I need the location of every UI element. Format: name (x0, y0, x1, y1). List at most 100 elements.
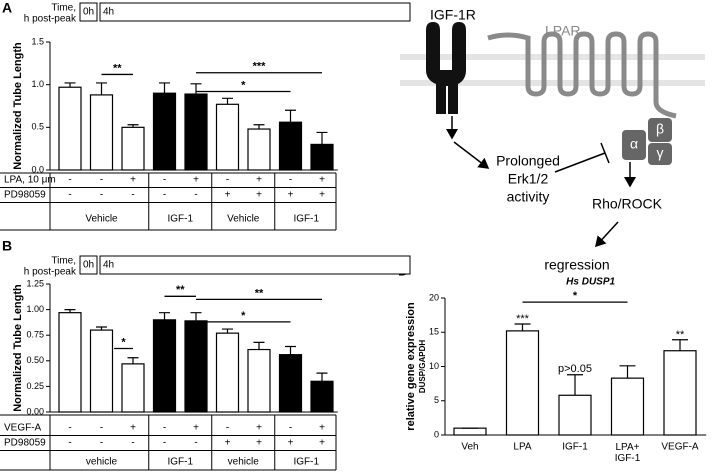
row-value: - (68, 175, 71, 186)
bar (610, 377, 645, 436)
row-value: - (289, 175, 292, 186)
arrow (453, 141, 490, 169)
regression-label: regression (544, 257, 609, 273)
row-value: - (289, 423, 292, 434)
bar (58, 312, 82, 413)
row-value: + (288, 190, 294, 201)
lpar-label: LPAR (545, 23, 581, 39)
bar (215, 332, 240, 413)
y-axis-label: Normalized Tube Length (12, 284, 24, 412)
inhibition-bar (600, 142, 610, 164)
y-tick-label: 15 (429, 327, 439, 337)
error-bar (567, 374, 583, 396)
time-box-label: 0h (83, 260, 94, 271)
row-value: - (194, 190, 197, 201)
x-tick-label: Veh (461, 442, 478, 453)
time-label: h post-peak (24, 267, 77, 278)
error-bar (64, 82, 76, 88)
error-bar (285, 109, 296, 123)
row-value: + (256, 423, 262, 434)
row-label: PD98059 (4, 438, 46, 449)
annotation: * (241, 79, 246, 91)
time-box-label: 4h (103, 7, 114, 18)
g-beta (648, 118, 672, 142)
bar (453, 427, 487, 436)
row-value: + (225, 190, 231, 201)
group-label: IGF-1 (167, 214, 193, 225)
group-label: IGF-1 (293, 214, 319, 225)
row-value: + (319, 175, 325, 186)
erk-label: Erk1/2 (508, 171, 549, 187)
y-tick-label: 0.75 (26, 330, 44, 340)
erk-label: Prolonged (496, 153, 560, 169)
rho-label: Rho/ROCK (592, 196, 663, 212)
group-label: vehicle (228, 457, 260, 468)
row-value: - (68, 438, 71, 449)
row-value: + (256, 175, 262, 186)
row-label: LPA, 10 μm (4, 175, 56, 186)
time-label: Time, (51, 256, 76, 267)
y-tick-label: 1.0 (31, 79, 44, 89)
erk-label: activity (507, 189, 550, 205)
row-value: + (319, 190, 325, 201)
row-value: - (226, 175, 229, 186)
group-label: IGF-1 (293, 457, 319, 468)
membrane (400, 80, 705, 86)
error-bar (127, 124, 139, 128)
error-bar (159, 312, 170, 320)
x-tick-label: IGF-1 (562, 442, 588, 453)
y-tick-label: 0 (434, 429, 439, 439)
time-box (79, 2, 98, 22)
time-box-label: 4h (103, 260, 114, 271)
annotation: ** (113, 62, 122, 74)
panel-label: B (2, 238, 12, 254)
bar (152, 92, 177, 171)
annotation: ** (176, 284, 185, 296)
y-tick-label: 10 (429, 361, 439, 371)
row-value: - (226, 423, 229, 434)
arrow (594, 221, 619, 248)
error-bar (316, 372, 328, 382)
bar (152, 319, 177, 413)
row-label: PD98059 (4, 190, 46, 201)
lpar-receptor (487, 31, 677, 119)
row-value: - (163, 175, 166, 186)
row-value: + (130, 423, 136, 434)
bar (247, 348, 271, 413)
bar (663, 350, 697, 436)
row-label: VEGF-A (4, 423, 42, 434)
y-tick-label: 0.00 (26, 406, 44, 416)
time-box-label: 0h (83, 7, 94, 18)
row-value: - (163, 190, 166, 201)
annotation: ** (255, 287, 264, 299)
bar (505, 330, 540, 436)
bar (278, 121, 303, 171)
bar (184, 320, 208, 413)
row-value: + (225, 438, 231, 449)
row-value: - (194, 438, 197, 449)
error-bar (316, 131, 328, 145)
annotation: ** (676, 329, 685, 341)
row-value: + (256, 190, 262, 201)
row-value: - (100, 438, 103, 449)
bar (215, 103, 240, 171)
inhibition (554, 152, 606, 173)
y-tick-label: 0.0 (31, 164, 44, 174)
row-value: - (100, 190, 103, 201)
row-value: - (68, 190, 71, 201)
diagram: IGF-1R LPAR α β γ Prolonged Erk1/2 activ… (400, 7, 705, 273)
error-bar (96, 82, 107, 95)
bar (247, 128, 271, 171)
row-value: + (256, 438, 262, 449)
error-bar (253, 124, 265, 130)
y-tick-label: 1.5 (31, 36, 44, 46)
time-label: Time, (51, 3, 76, 14)
group-label: Vehicle (85, 214, 118, 225)
row-value: - (131, 190, 134, 201)
error-bar (127, 357, 139, 364)
bar (89, 329, 114, 413)
y-tick-label: 0.25 (26, 381, 44, 391)
y-tick-label: 1.00 (26, 304, 44, 314)
error-bar (190, 83, 202, 95)
